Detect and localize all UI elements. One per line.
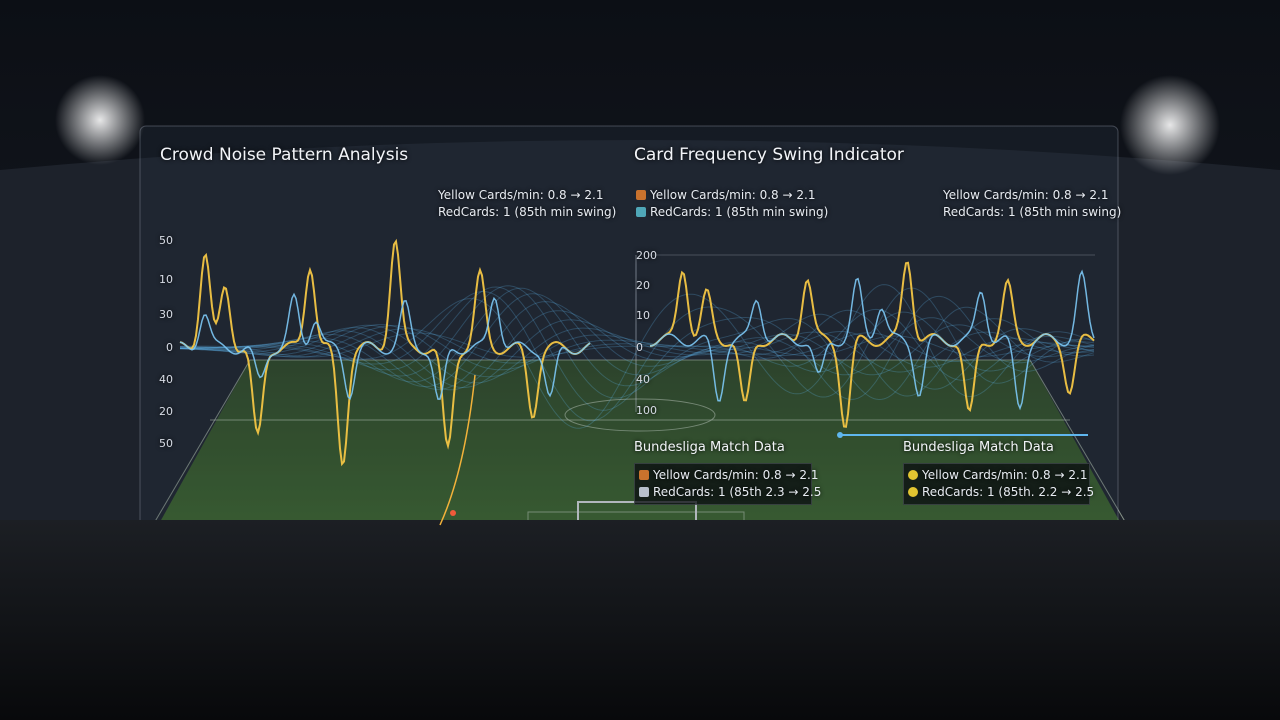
stat-text: Yellow Cards/min: 0.8 → 2.1 [650, 188, 816, 202]
blue-wave [179, 324, 1095, 384]
axis-label: 10 [636, 309, 650, 322]
icon [636, 190, 646, 200]
blue-line [649, 269, 1095, 411]
panel-title: Crowd Noise Pattern Analysis [160, 145, 409, 165]
yellow-wave [649, 261, 1095, 428]
icon [639, 487, 649, 497]
stat-line: Yellow Cards/min: 0.8 → 2.1 [636, 188, 815, 202]
axis-label: 100 [636, 404, 657, 417]
floodlight [55, 75, 145, 165]
stat-line: Yellow Cards/min: 0.8 → 2.1 [438, 188, 604, 202]
stat-line: RedCards: 1 (85th min swing) [438, 205, 617, 219]
card-text: Yellow Cards/min: 0.8 → 2.1 [653, 468, 819, 482]
card-text: RedCards: 1 (85th 2.3 → 2.5 [653, 485, 822, 499]
axis-label: 20 [159, 405, 173, 418]
axis-label: 40 [159, 373, 173, 386]
axis-label: 0 [636, 341, 643, 354]
blue-wave [180, 324, 1095, 378]
card-line: RedCards: 1 (85th 2.3 → 2.5 [639, 485, 821, 499]
card-text: RedCards: 1 (85th. 2.2 → 2.5 [922, 485, 1095, 499]
card-line: Yellow Cards/min: 0.8 → 2.1 [639, 468, 818, 482]
icon [636, 207, 646, 217]
floodlight [1120, 75, 1220, 175]
pitch [150, 360, 1130, 540]
stat-line: Yellow Cards/min: 0.8 → 2.1 [943, 188, 1109, 202]
panel-title: Card Frequency Swing Indicator [634, 145, 904, 165]
axis-label: 30 [159, 308, 173, 321]
waveforms [179, 238, 1095, 467]
icon [908, 487, 918, 497]
blue-wave [180, 285, 1095, 401]
pointer-dot [450, 510, 456, 516]
crowd [0, 520, 1280, 720]
icon [639, 470, 649, 480]
blue-wave [179, 317, 1095, 388]
indicator-dot [837, 432, 843, 438]
card-text: Yellow Cards/min: 0.8 → 2.1 [922, 468, 1088, 482]
pointer-line [439, 374, 476, 526]
blue-wave [180, 325, 1094, 371]
card-line: RedCards: 1 (85th. 2.2 → 2.5 [908, 485, 1094, 499]
axis-label: 10 [159, 273, 173, 286]
card-line: Yellow Cards/min: 0.8 → 2.1 [908, 468, 1087, 482]
axis-label: 50 [159, 437, 173, 450]
stat-text: RedCards: 1 (85th min swing) [650, 205, 829, 219]
card-title: Bundesliga Match Data [634, 440, 785, 455]
icon [908, 470, 918, 480]
yellow-wave [179, 238, 591, 467]
stat-line: RedCards: 1 (85th min swing) [636, 205, 828, 219]
blue-line [179, 292, 591, 401]
data-card: Yellow Cards/min: 0.8 → 2.1 RedCards: 1 … [903, 463, 1094, 505]
card-title: Bundesliga Match Data [903, 440, 1054, 455]
stat-line: RedCards: 1 (85th min swing) [943, 205, 1122, 219]
axis-label: 50 [159, 234, 173, 247]
blue-wave [180, 287, 1095, 397]
blue-wave [180, 293, 1095, 390]
axis-label: 40 [636, 373, 650, 386]
blue-wave [180, 301, 1095, 390]
axis-label: 0 [166, 341, 173, 354]
axis-label: 200 [636, 249, 657, 262]
axis-label: 20 [636, 279, 650, 292]
data-card: Yellow Cards/min: 0.8 → 2.1 RedCards: 1 … [634, 463, 821, 505]
